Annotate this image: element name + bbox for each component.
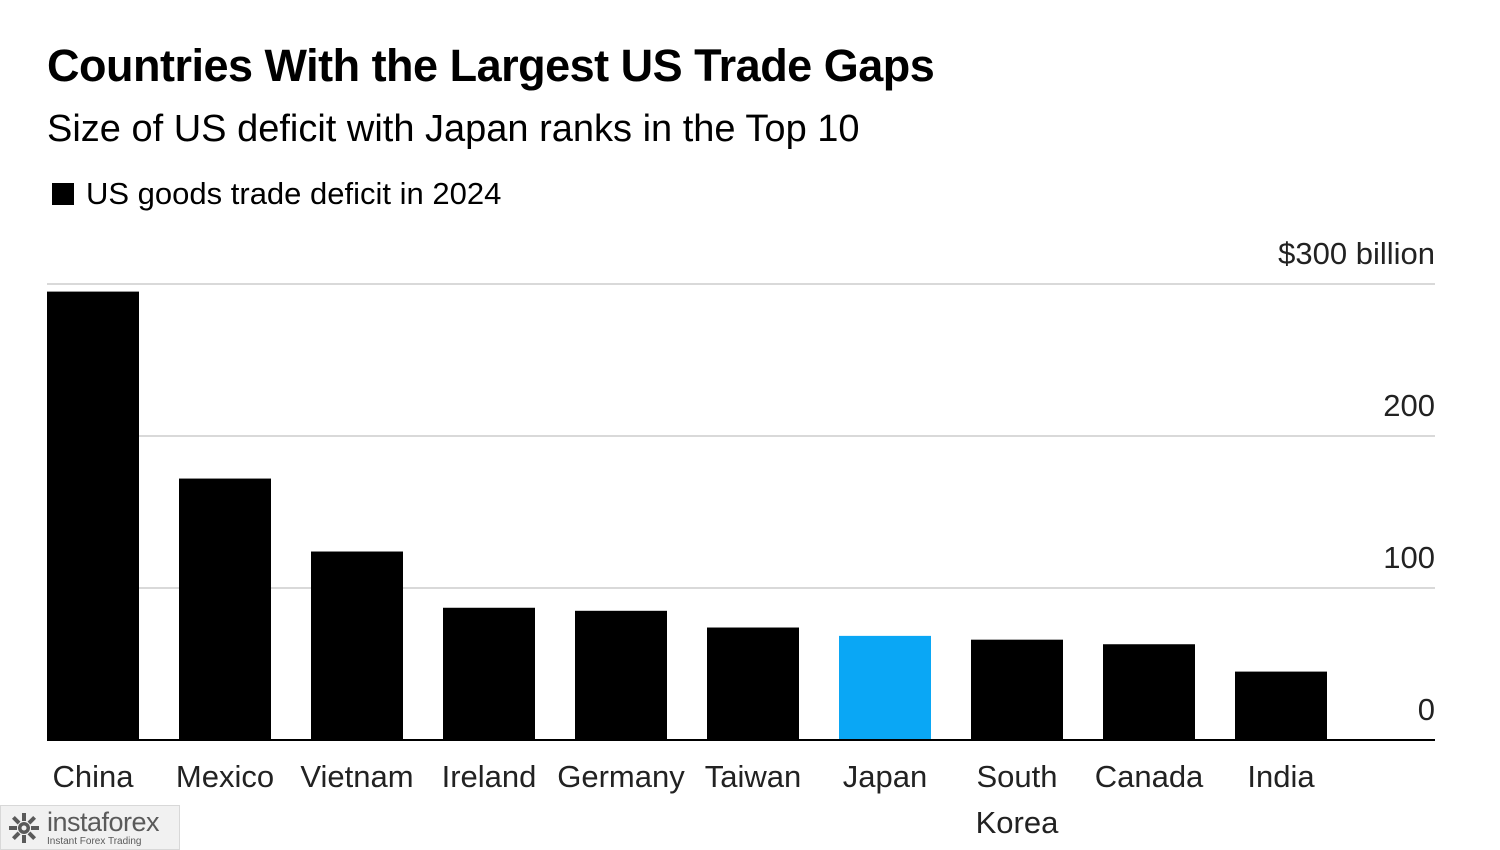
x-tick-label: Germany <box>557 759 685 794</box>
bar-japan <box>839 635 931 740</box>
instaforex-watermark: instaforex Instant Forex Trading <box>0 805 180 850</box>
x-tick-label: Canada <box>1095 759 1204 794</box>
legend-swatch <box>52 183 74 205</box>
legend: US goods trade deficit in 2024 <box>52 176 501 212</box>
x-tick-label: China <box>53 759 135 794</box>
y-tick-label: 200 <box>1383 388 1435 423</box>
x-tick-label: India <box>1247 759 1315 794</box>
x-tick-label: Vietnam <box>300 759 413 794</box>
legend-label: US goods trade deficit in 2024 <box>86 176 502 211</box>
x-tick-label: Mexico <box>176 759 274 794</box>
bar-canada <box>1103 644 1195 740</box>
x-tick-label: Japan <box>843 759 927 794</box>
bar-ireland <box>443 607 535 740</box>
bar-india <box>1235 671 1327 740</box>
bar-taiwan <box>707 627 799 740</box>
x-tick-label: South <box>976 759 1057 794</box>
y-tick-label: 100 <box>1383 540 1435 575</box>
instaforex-logo-icon <box>9 812 39 843</box>
x-tick-label: Ireland <box>442 759 537 794</box>
chart-title: Countries With the Largest US Trade Gaps <box>47 40 935 91</box>
y-tick-label: $300 billion <box>1278 236 1435 271</box>
bar-germany <box>575 610 667 740</box>
bar-china <box>47 291 139 740</box>
bar-vietnam <box>311 551 403 740</box>
watermark-tagline: Instant Forex Trading <box>47 835 142 847</box>
bar-mexico <box>179 478 271 740</box>
bar-south-korea <box>971 639 1063 740</box>
chart-subtitle: Size of US deficit with Japan ranks in t… <box>47 108 860 150</box>
x-tick-label: Korea <box>976 805 1059 840</box>
y-tick-label: 0 <box>1418 692 1435 727</box>
watermark-brand: instaforex <box>47 806 160 837</box>
x-tick-label: Taiwan <box>705 759 802 794</box>
